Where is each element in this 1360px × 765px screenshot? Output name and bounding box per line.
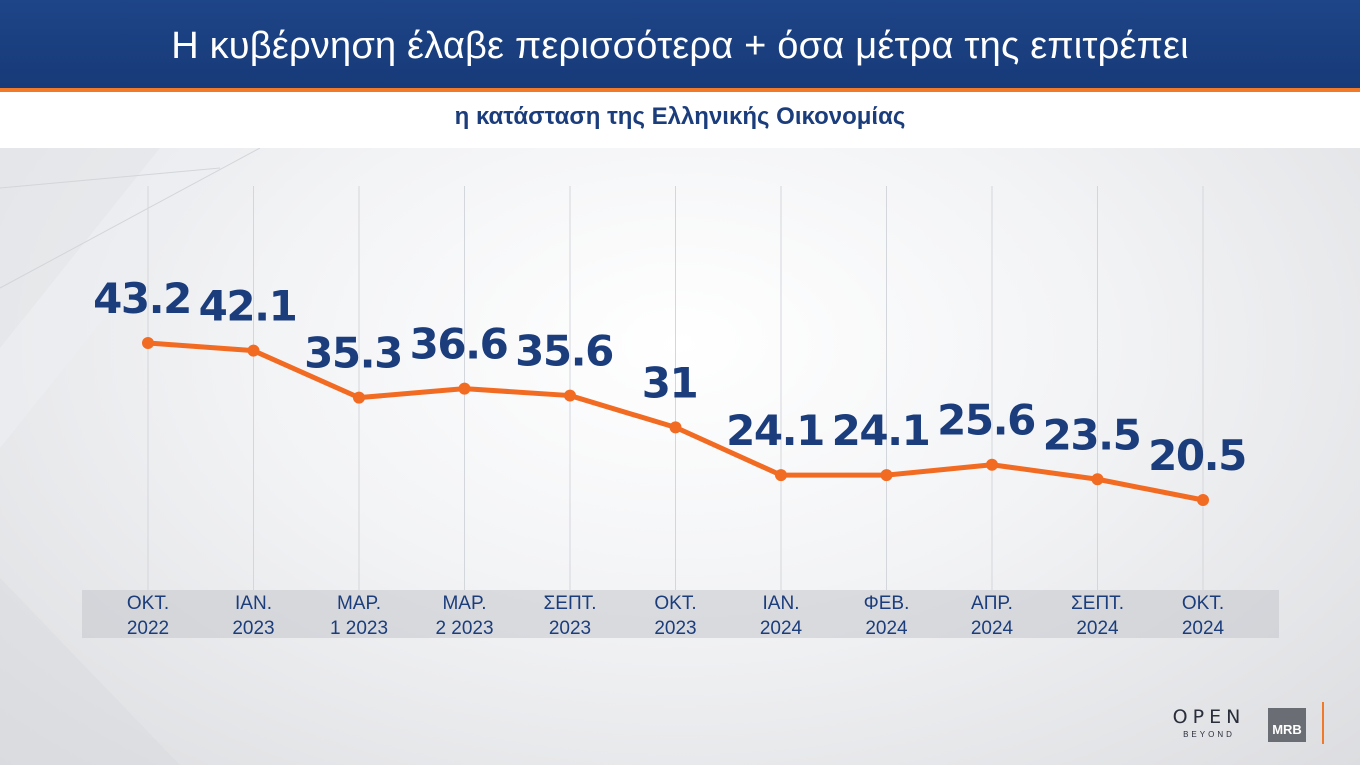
data-label: 31 <box>642 358 697 407</box>
open-beyond-logo: OPEN BEYOND <box>1168 706 1250 746</box>
x-tick-label: ΑΠΡ. 2024 <box>971 593 1014 639</box>
x-tick-label: ΣΕΠΤ. 2024 <box>1071 593 1124 639</box>
x-tick-label: ΜΑΡ. 1 2023 <box>330 593 388 639</box>
open-logo-word: OPEN <box>1172 706 1246 728</box>
x-tick-label: ΣΕΠΤ. 2023 <box>544 593 597 639</box>
x-tick-label: ΙΑΝ. 2023 <box>232 593 274 639</box>
header-accent-rule <box>0 88 1360 92</box>
data-point <box>986 458 998 471</box>
x-tick-label: ΦΕΒ. 2024 <box>864 593 910 639</box>
data-point <box>247 344 260 357</box>
data-label: 42.1 <box>199 282 297 331</box>
x-tick-labels: ΟΚΤ. 2022 ΙΑΝ. 2023 ΜΑΡ. 1 2023 ΜΑΡ. 2 2023 ΣΕΠΤ… <box>127 593 1225 639</box>
data-point <box>142 337 154 349</box>
data-point <box>353 391 365 404</box>
data-label: 24.1 <box>832 406 930 455</box>
x-axis-band <box>82 590 1279 638</box>
data-point <box>880 469 893 482</box>
x-tick-label: ΙΑΝ. 2024 <box>760 593 803 639</box>
data-label: 43.2 <box>93 274 191 323</box>
page-title: Η κυβέρνηση έλαβε περισσότερα + όσα μέτρ… <box>171 25 1189 67</box>
mrb-logo: MRB <box>1268 708 1306 742</box>
mrb-logo-text: MRB <box>1272 722 1302 737</box>
data-points <box>142 337 1209 506</box>
data-label: 35.3 <box>304 329 402 378</box>
header-bar <box>0 0 1360 88</box>
data-label: 23.5 <box>1043 410 1141 459</box>
x-tick-label: ΟΚΤ. 2022 <box>127 593 169 639</box>
page-subtitle: η κατάσταση της Ελληνικής Οικονομίας <box>454 103 906 130</box>
data-label: 36.6 <box>410 320 508 369</box>
x-tick-label: ΟΚΤ. 2024 <box>1182 593 1225 639</box>
data-point <box>1197 494 1209 506</box>
data-point <box>775 469 787 482</box>
background-decoration <box>0 148 261 765</box>
data-point <box>1091 473 1104 486</box>
x-tick-label: ΜΑΡ. 2 2023 <box>435 593 493 639</box>
x-tick-label: ΟΚΤ. 2023 <box>654 593 696 639</box>
logo-divider <box>1322 702 1324 744</box>
open-logo-tagline: BEYOND <box>1183 730 1235 739</box>
data-label: 20.5 <box>1148 431 1246 480</box>
data-point <box>458 382 471 395</box>
data-point <box>564 389 576 402</box>
data-label: 25.6 <box>937 396 1035 445</box>
data-point <box>669 421 682 434</box>
data-label: 24.1 <box>726 406 824 455</box>
subtitle-band <box>0 92 1360 148</box>
data-label: 35.6 <box>515 327 613 376</box>
